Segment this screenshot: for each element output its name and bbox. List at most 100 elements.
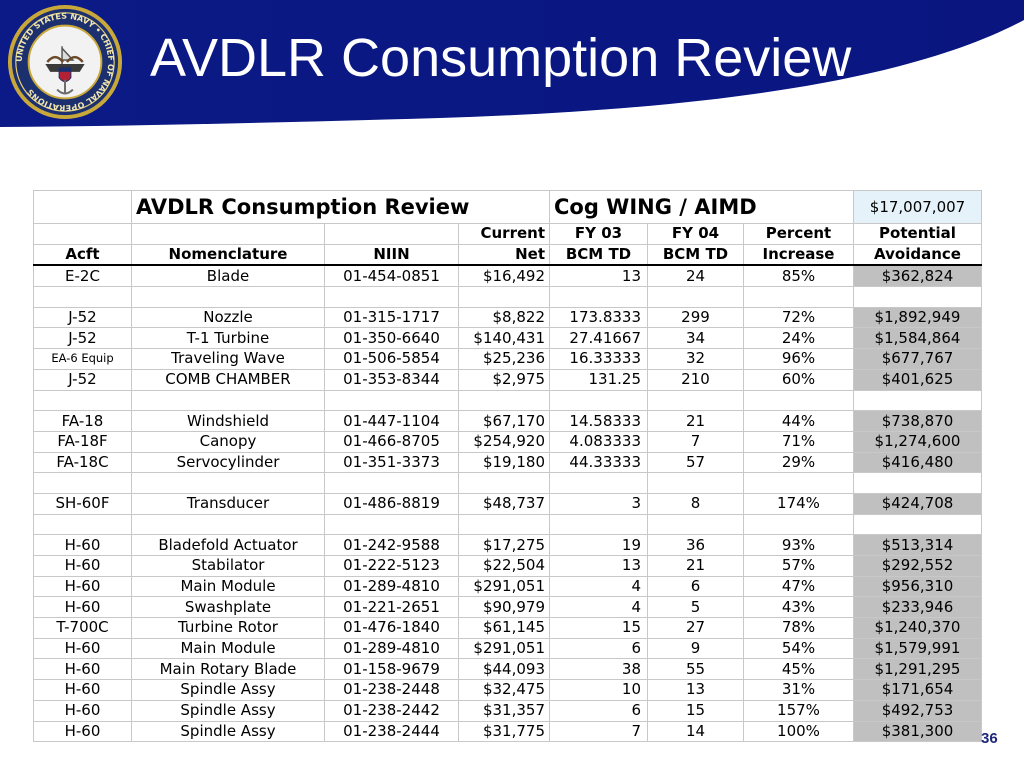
current-net-cell: $22,504 <box>458 555 550 577</box>
fy04-bcm-cell: 24 <box>647 264 744 288</box>
percent-increase-cell: 93% <box>743 534 854 556</box>
table-row: H-60 Bladefold Actuator 01-242-9588 $17,275… <box>33 534 982 556</box>
niin-cell: 01-289-4810 <box>324 637 459 660</box>
percent-increase-cell: 24% <box>743 327 854 350</box>
potential-avoidance-cell: $738,870 <box>853 410 982 432</box>
current-net-cell: $140,431 <box>458 327 550 350</box>
nomenclature-cell: Spindle Assy <box>131 720 325 743</box>
niin-cell: 01-353-8344 <box>324 368 459 391</box>
fy03-bcm-cell: 6 <box>549 699 648 722</box>
table-row: E-2C Blade 01-454-0851 $16,492 13 24 85% $362,8… <box>33 264 982 288</box>
fy03-bcm-cell <box>549 472 648 494</box>
nomenclature-cell: Servocylinder <box>131 451 325 474</box>
nomenclature-cell <box>131 472 325 494</box>
current-net-cell: $31,775 <box>458 720 550 743</box>
fy04-bcm-cell: 299 <box>647 306 744 329</box>
fy03-bcm-cell: 19 <box>549 534 648 556</box>
nomenclature-cell: Transducer <box>131 492 325 515</box>
table-row: FA-18 Windshield 01-447-1104 $67,170 14.5833… <box>33 410 982 432</box>
percent-increase-cell: 60% <box>743 368 854 391</box>
percent-increase-cell: 44% <box>743 410 854 432</box>
acft-cell: H-60 <box>33 596 132 619</box>
fy04-bcm-cell: 21 <box>647 555 744 577</box>
table-row: J-52 COMB CHAMBER 01-353-8344 $2,975 131.25 2… <box>33 368 982 391</box>
acft-cell: H-60 <box>33 637 132 660</box>
fy04-bcm-cell: 27 <box>647 617 744 639</box>
acft-cell: H-60 <box>33 555 132 577</box>
potential-avoidance-cell: $171,654 <box>853 679 982 701</box>
niin-cell: 01-289-4810 <box>324 575 459 598</box>
potential-avoidance-cell: $1,240,370 <box>853 617 982 639</box>
current-net-cell: $90,979 <box>458 596 550 619</box>
fy04-bcm-cell <box>647 286 744 308</box>
header-cell: BCM TD <box>647 243 744 267</box>
table-row: H-60 Spindle Assy 01-238-2442 $31,357 6 15 157… <box>33 699 982 722</box>
table-title-row: AVDLR Consumption Review Cog WING / AIMD… <box>33 190 982 224</box>
nomenclature-cell: Stabilator <box>131 555 325 577</box>
spacer-row <box>33 513 982 536</box>
current-net-cell: $254,920 <box>458 430 550 453</box>
fy03-bcm-cell: 3 <box>549 492 648 515</box>
header-cell: Avoidance <box>853 243 982 267</box>
fy04-bcm-cell: 9 <box>647 637 744 660</box>
niin-cell: 01-447-1104 <box>324 410 459 432</box>
fy04-bcm-cell: 14 <box>647 720 744 743</box>
header-cell <box>324 223 459 245</box>
header-cell: Nomenclature <box>131 243 325 267</box>
acft-cell: H-60 <box>33 679 132 701</box>
table-row: H-60 Spindle Assy 01-238-2448 $32,475 10 13 31… <box>33 679 982 701</box>
current-net-cell: $32,475 <box>458 679 550 701</box>
nomenclature-cell <box>131 513 325 536</box>
title-banner <box>0 0 1024 127</box>
current-net-cell: $25,236 <box>458 348 550 370</box>
fy04-bcm-cell: 57 <box>647 451 744 474</box>
avdlr-table: AVDLR Consumption Review Cog WING / AIMD… <box>33 190 982 743</box>
acft-cell: T-700C <box>33 617 132 639</box>
percent-increase-cell: 174% <box>743 492 854 515</box>
current-net-cell: $17,275 <box>458 534 550 556</box>
niin-cell: 01-158-9679 <box>324 658 459 681</box>
acft-cell: H-60 <box>33 575 132 598</box>
current-net-cell <box>458 513 550 536</box>
acft-cell <box>33 472 132 494</box>
percent-increase-cell: 78% <box>743 617 854 639</box>
potential-avoidance-cell: $362,824 <box>853 264 982 288</box>
fy03-bcm-cell: 6 <box>549 637 648 660</box>
percent-increase-cell: 43% <box>743 596 854 619</box>
table-row: FA-18F Canopy 01-466-8705 $254,920 4.083333 7… <box>33 430 982 453</box>
header-cell: Potential <box>853 223 982 245</box>
nomenclature-cell: Windshield <box>131 410 325 432</box>
current-net-cell: $16,492 <box>458 264 550 288</box>
potential-avoidance-cell: $1,579,991 <box>853 637 982 660</box>
header-cell <box>33 223 132 245</box>
header-cell: Increase <box>743 243 854 267</box>
fy03-bcm-cell: 15 <box>549 617 648 639</box>
potential-avoidance-cell <box>853 389 982 412</box>
potential-avoidance-cell: $233,946 <box>853 596 982 619</box>
potential-avoidance-cell: $292,552 <box>853 555 982 577</box>
potential-avoidance-cell: $416,480 <box>853 451 982 474</box>
nomenclature-cell <box>131 389 325 412</box>
fy04-bcm-cell: 36 <box>647 534 744 556</box>
current-net-cell <box>458 286 550 308</box>
spacer-row <box>33 389 982 412</box>
header-row-1: Current FY 03 FY 04 Percent Potential <box>33 223 982 245</box>
current-net-cell <box>458 389 550 412</box>
nomenclature-cell: Spindle Assy <box>131 699 325 722</box>
acft-cell: E-2C <box>33 264 132 288</box>
acft-cell <box>33 286 132 308</box>
niin-cell: 01-315-1717 <box>324 306 459 329</box>
niin-cell: 01-238-2444 <box>324 720 459 743</box>
current-net-cell: $61,145 <box>458 617 550 639</box>
acft-cell: J-52 <box>33 327 132 350</box>
table-row: EA-6 Equip Traveling Wave 01-506-5854 $25,2… <box>33 348 982 370</box>
table-row: H-60 Main Module 01-289-4810 $291,051 4 6 47% $… <box>33 575 982 598</box>
niin-cell <box>324 286 459 308</box>
header-cell: Acft <box>33 243 132 267</box>
acft-cell: J-52 <box>33 368 132 391</box>
fy04-bcm-cell <box>647 472 744 494</box>
percent-increase-cell: 45% <box>743 658 854 681</box>
fy04-bcm-cell: 13 <box>647 679 744 701</box>
nomenclature-cell: Spindle Assy <box>131 679 325 701</box>
acft-cell: FA-18C <box>33 451 132 474</box>
